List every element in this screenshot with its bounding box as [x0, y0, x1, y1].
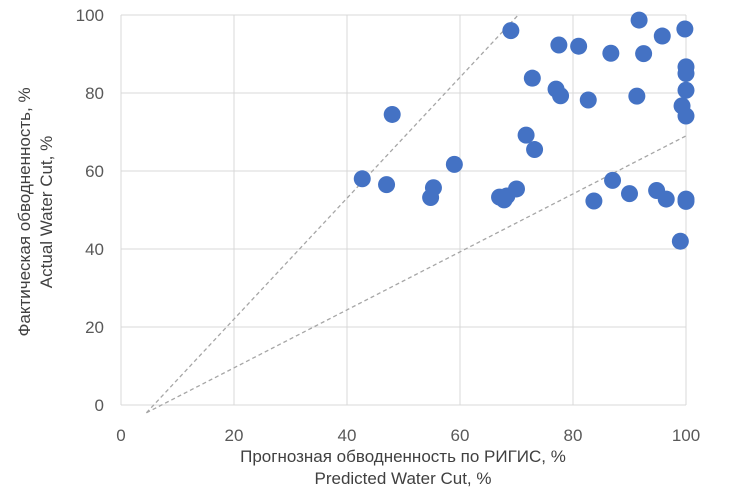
- x-tick-label: 0: [116, 426, 125, 445]
- data-point: [602, 44, 620, 62]
- y-axis-ticks: 0 20 40 60 80 100: [76, 6, 104, 415]
- data-point: [579, 91, 597, 109]
- x-axis-title-line-2: Predicted Water Cut, %: [315, 469, 492, 488]
- data-point: [621, 185, 638, 203]
- data-point: [676, 20, 694, 38]
- data-point: [677, 192, 695, 210]
- data-point: [677, 107, 695, 125]
- data-point: [502, 22, 520, 40]
- data-point: [523, 69, 541, 87]
- data-point: [526, 141, 544, 159]
- data-point: [508, 180, 525, 198]
- x-tick-label: 60: [451, 426, 470, 445]
- guide-line: [146, 135, 687, 414]
- data-point: [653, 27, 671, 45]
- y-tick-label: 80: [85, 84, 104, 103]
- x-tick-label: 80: [564, 426, 583, 445]
- data-point: [445, 155, 463, 173]
- data-point: [517, 126, 535, 144]
- data-point: [570, 37, 588, 55]
- y-tick-label: 20: [85, 318, 104, 337]
- x-axis-title-line-1: Прогнозная обводненность по РИГИС, %: [240, 447, 566, 466]
- y-axis-title-line-1: Фактическая обводненность, %: [15, 87, 34, 336]
- data-point: [353, 170, 371, 188]
- data-point: [585, 192, 603, 210]
- x-tick-label: 40: [338, 426, 357, 445]
- y-tick-label: 40: [85, 240, 104, 259]
- data-point: [550, 36, 568, 54]
- data-points: [353, 11, 695, 250]
- data-point: [552, 87, 570, 105]
- data-point: [635, 45, 653, 63]
- data-point: [378, 176, 396, 194]
- data-point: [424, 179, 442, 197]
- data-point: [671, 232, 689, 250]
- data-point: [630, 11, 648, 29]
- y-tick-label: 60: [85, 162, 104, 181]
- gridlines: [120, 14, 687, 406]
- x-axis-ticks: 0 20 40 60 80 100: [116, 426, 700, 445]
- y-axis-title-line-2: Actual Water Cut, %: [37, 136, 56, 288]
- x-tick-label: 100: [672, 426, 700, 445]
- data-point: [628, 87, 646, 105]
- data-point: [677, 81, 695, 99]
- guide-lines: [145, 14, 687, 414]
- guide-line: [145, 14, 519, 414]
- data-point: [383, 105, 401, 123]
- x-tick-label: 20: [225, 426, 244, 445]
- data-point: [657, 190, 675, 208]
- y-tick-label: 0: [95, 396, 104, 415]
- data-point: [677, 65, 695, 82]
- y-tick-label: 100: [76, 6, 104, 25]
- data-point: [604, 171, 622, 189]
